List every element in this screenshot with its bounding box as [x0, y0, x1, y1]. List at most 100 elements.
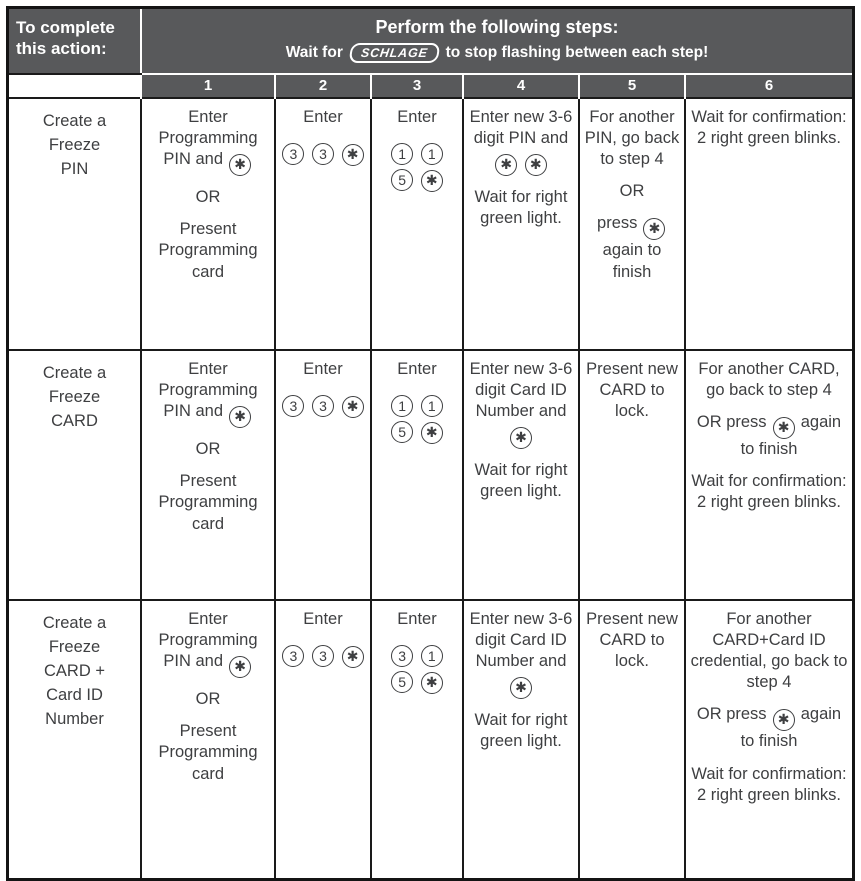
- paragraph: Present new CARD to lock.: [586, 360, 678, 421]
- schlage-button-icon: ✱: [420, 672, 443, 695]
- schlage-button-icon: ✱: [524, 154, 547, 177]
- schlage-button-icon: ✱: [341, 646, 364, 669]
- paragraph: Enter Programming PIN and ✱: [145, 609, 271, 679]
- paragraph: Wait for confirmation: 2 right green bli…: [691, 764, 847, 804]
- step-cell-6: Wait for confirmation: 2 right green bli…: [684, 97, 852, 351]
- paragraph: Enter: [303, 360, 343, 378]
- schlage-button-icon: ✱: [229, 656, 252, 679]
- steps-subtitle: Wait for SCHLAGE to stop flashing betwee…: [146, 43, 848, 64]
- step-col-1: 1: [140, 73, 276, 98]
- paragraph: Enter Programming PIN and ✱: [145, 359, 271, 429]
- header-row: To complete this action: Perform the fol…: [9, 9, 852, 75]
- paragraph: OR: [619, 182, 645, 201]
- step-cell-1: Enter Programming PIN and ✱ OR Present Pro…: [140, 599, 276, 878]
- paragraph: For another CARD, go back to step 4: [698, 360, 840, 400]
- action-label: Create a Freeze PIN: [9, 97, 142, 351]
- step-cell-2: Enter 3 3 ✱: [274, 349, 372, 601]
- paragraph: press ✱ again to finish: [583, 213, 681, 282]
- paragraph: Enter: [303, 108, 343, 126]
- schlage-button-icon: ✱: [420, 422, 443, 445]
- paragraph: 3 3 ✱: [279, 391, 367, 419]
- step-cell-5: Present new CARD to lock.: [578, 349, 686, 601]
- step-cell-3: Enter 3 1 5 ✱: [370, 599, 464, 878]
- action-line: PIN: [60, 159, 89, 178]
- paragraph: For another CARD+Card ID credential, go …: [690, 610, 848, 692]
- schlage-button-icon: ✱: [772, 417, 795, 440]
- keypad-3-icon: 3: [282, 143, 305, 166]
- keypad-5-icon: 5: [391, 671, 414, 694]
- schlage-button-icon: ✱: [229, 154, 252, 177]
- schlage-button-icon: ✱: [510, 427, 532, 450]
- paragraph: OR: [195, 690, 221, 709]
- schlage-logo-icon: SCHLAGE: [348, 43, 440, 64]
- paragraph: 1 1 5 ✱: [375, 139, 459, 193]
- paragraph: Present new CARD to lock.: [586, 610, 678, 671]
- paragraph: Wait for right green light.: [474, 188, 568, 228]
- step-cell-1: Enter Programming PIN and ✱ OR Present Pro…: [140, 97, 276, 351]
- step-cell-1: Enter Programming PIN and ✱ OR Present Pro…: [140, 349, 276, 601]
- paragraph: Present Programming card: [158, 472, 258, 533]
- step-cell-6: For another CARD, go back to step 4 OR pr…: [684, 349, 852, 601]
- action-line: Freeze: [48, 637, 101, 656]
- table-row: Create a Freeze CARD Enter Programming PIN …: [9, 349, 852, 601]
- keypad-3-icon: 3: [312, 395, 334, 418]
- paragraph: OR press ✱ again to finish: [696, 705, 842, 751]
- action-line: Create a: [42, 112, 107, 130]
- keypad-3-icon: 3: [282, 395, 305, 418]
- steps-title: Perform the following steps:: [375, 17, 619, 37]
- step-cell-5: Present new CARD to lock.: [578, 599, 686, 878]
- keypad-3-icon: 3: [282, 645, 305, 668]
- step-cell-4: Enter new 3-6 digit Card ID Number and ✱…: [462, 599, 580, 878]
- schlage-button-icon: ✱: [229, 406, 252, 429]
- schlage-button-icon: ✱: [772, 709, 795, 732]
- schlage-button-icon: ✱: [495, 154, 518, 177]
- action-line: Card ID: [46, 685, 103, 704]
- action-line: Create a: [42, 614, 107, 632]
- paragraph: Enter Programming PIN and ✱: [145, 107, 271, 177]
- step-col-4: 4: [462, 73, 580, 98]
- paragraph: Wait for confirmation: 2 right green bli…: [691, 108, 847, 148]
- paragraph: Enter: [397, 108, 437, 126]
- keypad-1-icon: 1: [391, 143, 414, 166]
- paragraph: OR: [195, 188, 221, 207]
- schlage-button-icon: ✱: [420, 170, 443, 193]
- step-cell-5: For another PIN, go back to step 4 OR pres…: [578, 97, 686, 351]
- paragraph: Enter: [397, 610, 437, 628]
- action-label: Create a Freeze CARD + Card ID Number: [9, 599, 142, 878]
- table-body: Create a Freeze PIN Enter Programming PIN a…: [9, 97, 852, 878]
- step-cell-2: Enter 3 3 ✱: [274, 97, 372, 351]
- step-cell-3: Enter 1 1 5 ✱: [370, 349, 464, 601]
- keypad-5-icon: 5: [391, 169, 414, 192]
- keypad-3-icon: 3: [312, 645, 334, 668]
- schlage-button-icon: ✱: [341, 144, 364, 167]
- paragraph: For another PIN, go back to step 4: [584, 108, 680, 169]
- wait-prefix-text: Wait for: [285, 44, 343, 62]
- schlage-button-icon: ✱: [510, 677, 532, 700]
- paragraph: Enter: [397, 360, 437, 378]
- table-row: Create a Freeze PIN Enter Programming PIN a…: [9, 97, 852, 351]
- keypad-1-icon: 1: [420, 143, 443, 166]
- paragraph: Present Programming card: [158, 722, 258, 783]
- paragraph: OR: [195, 440, 221, 459]
- action-line: Freeze: [48, 135, 101, 154]
- paragraph: 3 3 ✱: [279, 139, 367, 167]
- schlage-button-icon: ✱: [341, 396, 364, 419]
- paragraph: 3 3 ✱: [279, 641, 367, 669]
- table-frame: To complete this action: Perform the fol…: [6, 6, 855, 881]
- steps-header: Perform the following steps: Wait for SC…: [140, 9, 852, 75]
- paragraph: Present Programming card: [158, 220, 258, 281]
- blank-corner-cell: [9, 73, 142, 98]
- step-col-6: 6: [684, 73, 852, 98]
- manual-page: To complete this action: Perform the fol…: [6, 6, 855, 881]
- paragraph: Wait for right green light.: [474, 711, 568, 751]
- paragraph: Enter new 3-6 digit Card ID Number and ✱: [467, 359, 575, 450]
- paragraph: Enter new 3-6 digit Card ID Number and ✱: [467, 609, 575, 700]
- keypad-1-icon: 1: [391, 395, 414, 418]
- action-line: CARD +: [44, 661, 105, 680]
- step-col-2: 2: [274, 73, 372, 98]
- action-line: CARD: [51, 411, 98, 430]
- paragraph: 1 1 5 ✱: [375, 391, 459, 445]
- paragraph: 3 1 5 ✱: [375, 641, 459, 695]
- keypad-5-icon: 5: [391, 421, 414, 444]
- paragraph: Enter new 3-6 digit PIN and ✱ ✱: [467, 107, 575, 177]
